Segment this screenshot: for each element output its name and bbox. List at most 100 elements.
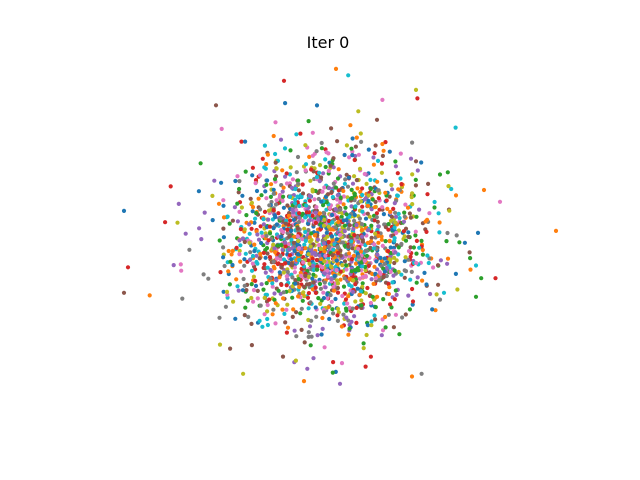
scatter-point-series-5 (280, 354, 286, 359)
scatter-point-series-7 (333, 225, 338, 230)
scatter-point-series-7 (322, 310, 327, 315)
scatter-point-series-4 (375, 252, 380, 257)
scatter-point-series-5 (230, 218, 235, 223)
scatter-point-series-1 (322, 245, 327, 250)
scatter-point-series-7 (258, 303, 263, 308)
scatter-point-series-7 (306, 334, 311, 339)
scatter-point-series-8 (325, 234, 330, 239)
scatter-point-series-2 (403, 238, 409, 243)
scatter-point-series-0 (121, 208, 127, 213)
scatter-point-series-7 (242, 263, 247, 268)
scatter-point-series-2 (330, 307, 335, 312)
scatter-point-series-1 (359, 227, 365, 232)
scatter-point-series-7 (222, 263, 227, 269)
scatter-point-series-4 (342, 229, 347, 234)
scatter-point-series-9 (260, 324, 265, 329)
scatter-point-series-4 (278, 137, 284, 142)
scatter-point-series-0 (406, 230, 411, 235)
scatter-point-series-6 (274, 198, 279, 203)
scatter-point-series-5 (300, 191, 306, 196)
scatter-point-series-1 (281, 296, 286, 301)
scatter-point-series-6 (284, 307, 289, 312)
scatter-point-series-0 (281, 205, 286, 210)
scatter-point-series-5 (307, 281, 312, 287)
scatter-point-series-6 (238, 269, 243, 274)
scatter-point-series-2 (324, 200, 329, 205)
scatter-point-series-9 (253, 216, 258, 221)
scatter-point-series-9 (303, 215, 308, 220)
scatter-point-series-9 (302, 242, 307, 247)
scatter-point-series-5 (408, 245, 413, 250)
scatter-point-series-7 (296, 219, 302, 225)
scatter-point-series-0 (391, 245, 397, 250)
scatter-point-series-4 (369, 277, 374, 282)
scatter-point-series-0 (383, 178, 388, 183)
scatter-point-series-6 (314, 205, 319, 210)
scatter-point-series-6 (363, 273, 368, 279)
scatter-point-series-9 (282, 146, 288, 151)
scatter-point-series-7 (264, 233, 269, 238)
scatter-point-series-4 (202, 210, 207, 215)
scatter-point-series-5 (291, 240, 296, 245)
scatter-point-series-8 (265, 309, 270, 314)
scatter-point-series-1 (285, 325, 291, 330)
scatter-point-series-0 (346, 175, 351, 180)
scatter-point-series-8 (318, 301, 323, 306)
scatter-point-series-9 (243, 251, 248, 256)
scatter-point-series-5 (389, 214, 394, 219)
scatter-point-series-2 (373, 305, 378, 310)
scatter-point-series-7 (206, 276, 211, 281)
scatter-point-series-2 (397, 332, 402, 337)
scatter-point-series-8 (335, 306, 341, 311)
scatter-point-series-2 (296, 178, 301, 183)
scatter-point-series-3 (304, 210, 309, 215)
scatter-point-series-2 (217, 238, 222, 243)
scatter-point-series-0 (402, 259, 407, 264)
scatter-point-series-4 (393, 214, 399, 219)
scatter-point-series-0 (365, 323, 370, 328)
scatter-point-series-6 (257, 173, 263, 178)
scatter-point-series-8 (344, 143, 349, 148)
scatter-point-series-8 (237, 248, 242, 253)
scatter-point-series-0 (259, 240, 264, 246)
scatter-point-series-4 (375, 267, 380, 272)
scatter-point-series-1 (234, 277, 239, 282)
scatter-point-series-6 (321, 290, 326, 295)
scatter-point-series-9 (257, 318, 262, 323)
scatter-point-series-6 (339, 361, 345, 366)
scatter-point-series-2 (413, 177, 418, 182)
scatter-point-series-7 (223, 304, 228, 309)
scatter-point-series-6 (406, 249, 412, 254)
scatter-point-series-2 (419, 238, 424, 243)
scatter-point-series-6 (235, 174, 240, 179)
scatter-point-series-9 (247, 231, 252, 236)
scatter-point-series-9 (299, 194, 304, 200)
chart-title: Iter 0 (307, 33, 350, 52)
scatter-point-series-3 (415, 96, 420, 101)
scatter-point-series-1 (409, 374, 415, 379)
scatter-point-series-7 (278, 253, 283, 258)
scatter-point-series-1 (333, 66, 339, 71)
scatter-point-series-8 (455, 287, 460, 292)
scatter-point-series-2 (369, 223, 374, 228)
scatter-point-series-3 (363, 364, 368, 369)
scatter-point-series-3 (314, 257, 319, 263)
scatter-point-series-2 (347, 326, 352, 331)
scatter-point-series-2 (300, 211, 305, 216)
scatter-point-series-0 (221, 255, 226, 260)
scatter-point-series-7 (309, 318, 314, 323)
scatter-point-series-3 (298, 131, 303, 136)
scatter-point-series-2 (243, 305, 248, 310)
scatter-point-series-4 (286, 247, 291, 252)
scatter-point-series-7 (377, 277, 382, 283)
scatter-point-series-4 (307, 324, 313, 329)
scatter-point-series-6 (323, 253, 328, 258)
scatter-point-series-9 (262, 143, 267, 148)
scatter-point-series-9 (265, 322, 270, 328)
scatter-point-series-5 (373, 143, 378, 148)
scatter-point-series-0 (334, 258, 339, 263)
scatter-point-series-5 (329, 189, 334, 195)
scatter-point-series-6 (362, 171, 367, 177)
scatter-point-series-0 (366, 147, 371, 152)
scatter-point-series-0 (327, 316, 332, 322)
